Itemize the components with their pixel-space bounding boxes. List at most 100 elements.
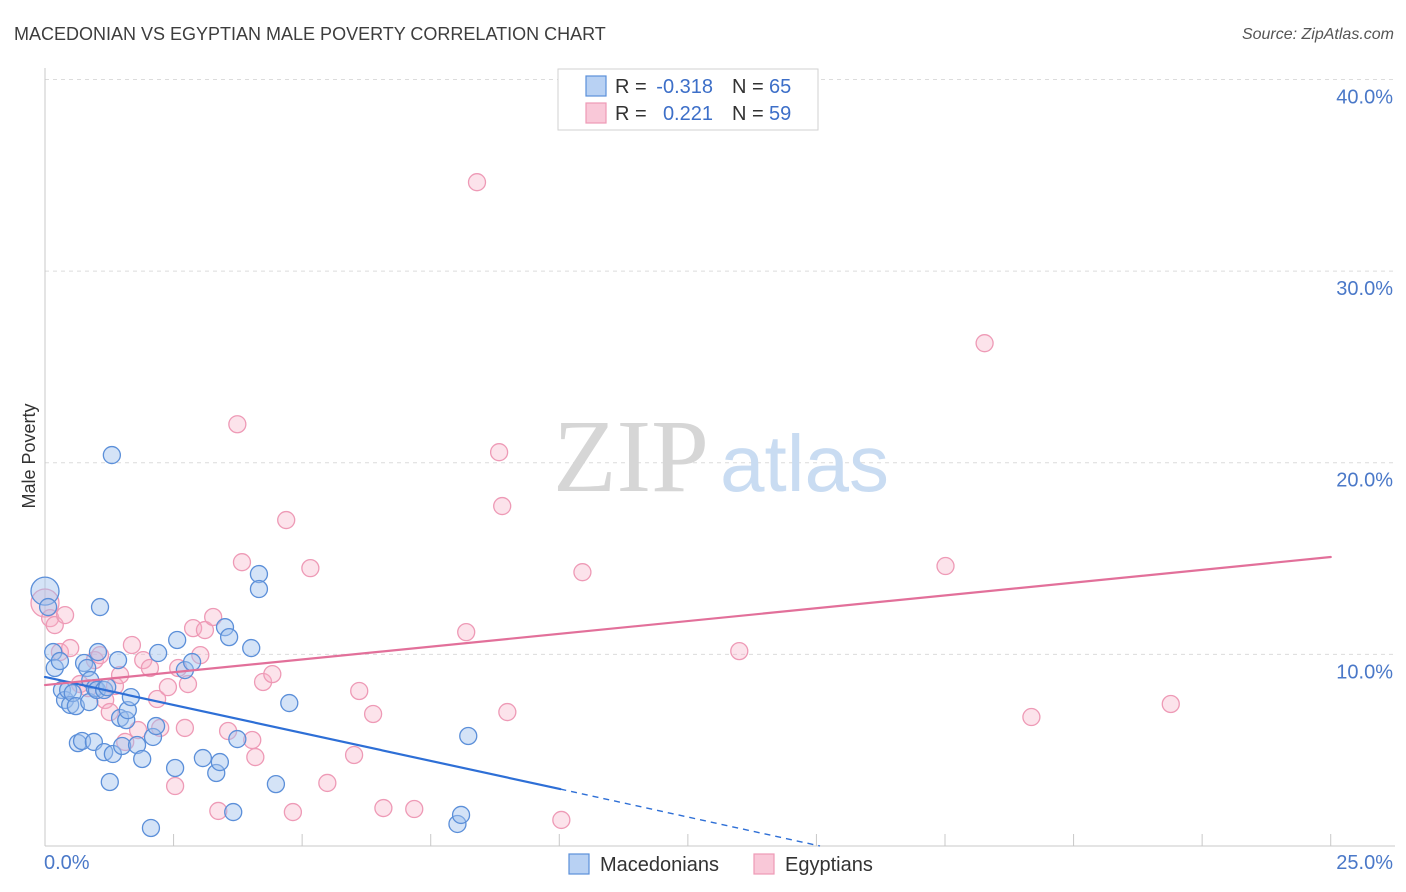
- egyptians-point: [493, 496, 512, 516]
- y-axis-label: Male Poverty: [19, 403, 39, 508]
- legend-r-value: 0.221: [663, 103, 713, 125]
- macedonians-point: [148, 643, 168, 663]
- egyptians-point: [350, 681, 369, 701]
- source-credit: Source: ZipAtlas.com: [1242, 26, 1394, 43]
- egyptians-point: [457, 622, 476, 642]
- macedonians-legend-label: Macedonians: [600, 854, 719, 876]
- egyptians-point: [246, 747, 265, 767]
- egyptians-point: [277, 510, 296, 530]
- egyptians-point: [405, 799, 424, 819]
- legend-r-label: R =: [615, 103, 647, 125]
- macedonians-point: [44, 642, 63, 662]
- legend-n-label: N =: [732, 76, 764, 98]
- macedonians-point: [61, 695, 80, 715]
- macedonians-point: [143, 727, 163, 747]
- stats-legend: R = -0.318 N = 65 R = 0.221 N = 59: [557, 68, 819, 131]
- macedonians-point: [112, 736, 132, 756]
- egyptians-point: [122, 635, 142, 655]
- egyptians-point: [209, 801, 228, 821]
- macedonians-point: [459, 726, 478, 746]
- macedonians-point: [242, 638, 261, 658]
- macedonians-trend-extrapolation: [560, 788, 821, 847]
- egyptians-point: [110, 665, 130, 685]
- macedonians-point: [207, 763, 226, 783]
- macedonians-point: [74, 653, 94, 673]
- trend-lines: [43, 555, 1332, 847]
- egyptians-point: [158, 677, 178, 697]
- macedonians-point: [210, 752, 230, 772]
- y-tick-label: 30.0%: [1336, 278, 1393, 300]
- egyptians-point: [204, 607, 223, 627]
- egyptians-point: [730, 641, 749, 661]
- egyptians-point: [552, 810, 571, 830]
- egyptians-point: [936, 556, 955, 576]
- egyptians-point: [140, 658, 160, 678]
- y-tick-label: 20.0%: [1336, 470, 1393, 492]
- egyptians-point: [100, 702, 119, 722]
- egyptians-point: [1022, 707, 1041, 727]
- egyptians-point: [178, 674, 198, 694]
- series-legend: Macedonians Egyptians: [568, 853, 873, 876]
- macedonians-points: [30, 445, 478, 838]
- egyptians-legend-swatch: [753, 853, 775, 875]
- y-tick-label: 40.0%: [1336, 86, 1393, 108]
- x-tick-label: 0.0%: [44, 852, 90, 874]
- egyptians-point: [374, 798, 393, 818]
- macedonians-point: [98, 677, 117, 697]
- egyptians-point: [498, 702, 517, 722]
- macedonians-point: [193, 748, 213, 768]
- legend-r-label: R =: [615, 76, 647, 98]
- macedonians-point: [102, 445, 122, 465]
- macedonians-point: [451, 805, 471, 825]
- egyptians-point: [283, 802, 303, 822]
- x-tick-marks: [173, 834, 1332, 846]
- macedonians-point: [100, 772, 119, 792]
- x-tick-label: 25.0%: [1336, 852, 1393, 874]
- macedonians-point: [249, 579, 269, 599]
- y-tick-label: 10.0%: [1336, 661, 1393, 683]
- macedonians-point: [182, 652, 202, 672]
- macedonians-point: [146, 716, 166, 736]
- egyptians-point: [165, 776, 185, 796]
- legend-n-value: 59: [769, 103, 791, 125]
- macedonians-point: [133, 749, 152, 769]
- macedonians-point: [30, 576, 60, 606]
- macedonians-point: [215, 618, 235, 637]
- macedonians-point: [228, 729, 247, 749]
- macedonians-point: [165, 758, 185, 778]
- egyptians-trend-line: [43, 555, 1332, 687]
- egyptians-point: [128, 720, 148, 740]
- egyptians-point: [344, 745, 364, 765]
- macedonians-point: [168, 630, 187, 650]
- macedonians-legend-swatch: [568, 853, 590, 875]
- macedonians-point: [266, 774, 286, 794]
- egyptians-point: [318, 773, 337, 793]
- macedonians-point: [88, 642, 108, 662]
- macedonians-point: [90, 597, 110, 617]
- macedonians-point: [249, 564, 269, 584]
- egyptians-point: [975, 334, 994, 353]
- egyptians-point: [573, 563, 592, 582]
- macedonians-trend-line: [43, 675, 562, 791]
- macedonians-point: [141, 818, 161, 838]
- macedonians-point: [219, 627, 239, 647]
- macedonians-point: [224, 802, 243, 822]
- egyptians-point: [489, 443, 509, 462]
- x-tick-labels: 0.0% 25.0%: [44, 852, 1393, 874]
- egyptians-point: [90, 645, 110, 665]
- macedonians-point: [50, 651, 70, 671]
- macedonians-point: [280, 693, 299, 713]
- egyptians-point: [61, 638, 80, 658]
- watermark-atlas: atlas: [720, 419, 889, 508]
- egyptians-point: [467, 173, 487, 192]
- egyptians-point: [1161, 694, 1180, 714]
- egyptians-legend-label: Egyptians: [785, 854, 873, 876]
- macedonians-point: [38, 597, 58, 617]
- y-tick-labels: 10.0% 20.0% 30.0% 40.0%: [1336, 86, 1393, 683]
- watermark: ZIP atlas: [553, 399, 889, 514]
- egyptians-point: [263, 664, 282, 684]
- egyptians-point: [301, 558, 320, 578]
- macedonians-point: [108, 650, 128, 670]
- chart-title: MACEDONIAN VS EGYPTIAN MALE POVERTY CORR…: [14, 24, 606, 44]
